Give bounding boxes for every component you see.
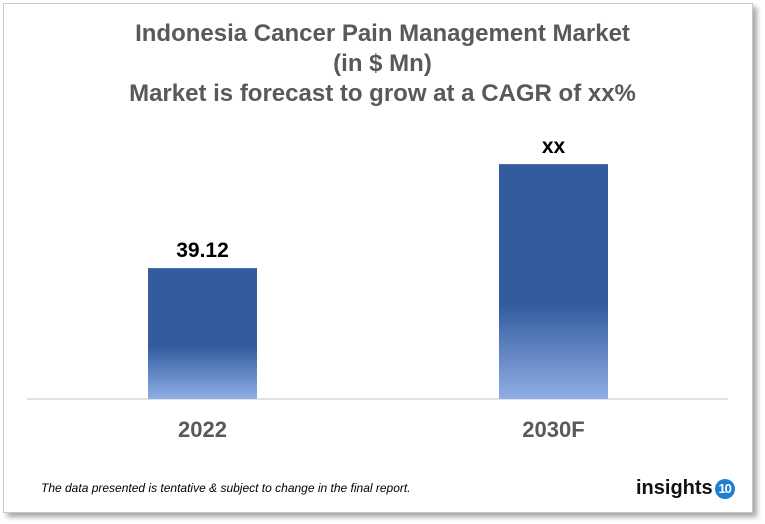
logo-badge: 10 [714,478,735,499]
chart-title-line-3: Market is forecast to grow at a CAGR of … [129,80,636,107]
bar-2022 [148,268,257,399]
logo-text: insights [636,477,713,499]
data-label-2022: 39.12 [176,239,229,262]
chart-card [3,3,753,513]
footnote: The data presented is tentative & subjec… [41,481,411,495]
x-tick-label-2030F: 2030F [522,417,584,442]
insights10-logo: insights 10 [636,477,735,500]
x-tick-label-2022: 2022 [178,417,227,442]
chart-title-line-1: Indonesia Cancer Pain Management Market [135,20,630,47]
data-label-2030F: xx [542,135,566,158]
bar-2030F [499,164,608,399]
chart-title-line-2: (in $ Mn) [333,50,432,77]
